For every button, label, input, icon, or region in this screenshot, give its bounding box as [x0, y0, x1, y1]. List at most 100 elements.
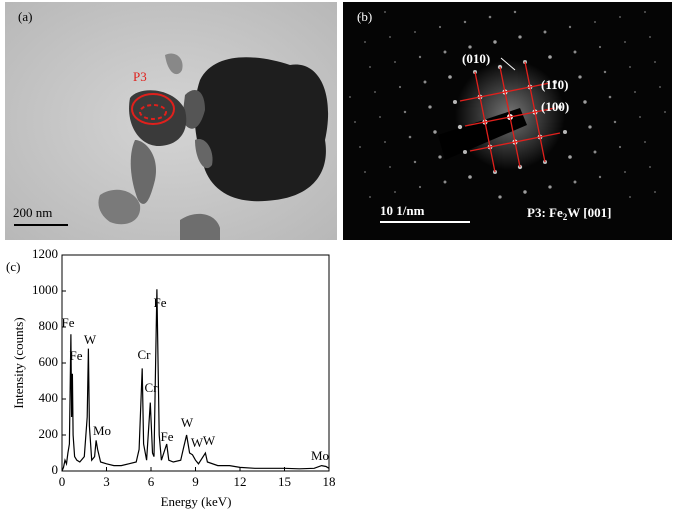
scale-bar-label: 200 nm [13, 205, 52, 220]
diffraction-spot [644, 141, 646, 143]
diffraction-pattern [343, 2, 672, 240]
peak-label: Fe [70, 348, 83, 363]
diffraction-spot [457, 124, 463, 130]
diffraction-spot [659, 86, 661, 88]
x-tick-label: 18 [323, 474, 336, 489]
x-tick-label: 3 [103, 474, 110, 489]
diffraction-spot [359, 16, 361, 18]
diffraction-spot [562, 129, 568, 135]
diffraction-spot [548, 185, 552, 189]
diffraction-spot [518, 35, 522, 39]
diffraction-spot [374, 91, 376, 93]
peak-label: Fe [154, 295, 167, 310]
peak-label: Mo [93, 423, 111, 438]
diffraction-spot [423, 80, 427, 84]
diffraction-spot [593, 150, 597, 154]
diffraction-spot [624, 171, 626, 173]
diffraction-spot [369, 66, 371, 68]
peak-label: Cr [145, 380, 159, 395]
diffraction-spot [634, 91, 636, 93]
diffraction-spot [394, 191, 396, 193]
y-tick-label: 0 [52, 462, 59, 477]
diffraction-spot [398, 85, 402, 89]
lattice-line [469, 132, 561, 152]
diffraction-spot [583, 100, 587, 104]
panel-label: (b) [357, 9, 372, 24]
y-tick-label: 600 [39, 354, 59, 369]
diffraction-spot [629, 66, 631, 68]
spectrum-line [61, 289, 330, 472]
diffraction-spot [468, 175, 472, 179]
zone-label: (010) [462, 51, 490, 66]
zone-label: (100) [541, 99, 569, 114]
diffraction-spot [468, 45, 472, 49]
diffraction-spot [548, 55, 552, 59]
y-axis-label: Intensity (counts) [11, 317, 26, 408]
diffraction-spot [649, 166, 651, 168]
diffraction-spot [654, 61, 656, 63]
phase-text: W [001] [567, 205, 611, 220]
panel-label: (a) [18, 9, 32, 24]
lattice-line [464, 107, 556, 127]
phase-label: P3: Fe2W [001] [527, 205, 611, 222]
diffraction-spot [649, 36, 651, 38]
diffraction-spot [594, 21, 596, 23]
zone-label: (110) [541, 77, 568, 92]
peak-label: W [84, 332, 97, 347]
diffraction-spot [618, 145, 622, 149]
particle-label: P3 [133, 69, 147, 84]
lattice-line [459, 82, 551, 102]
diffraction-spot [578, 75, 582, 79]
panel-label: (c) [6, 259, 20, 274]
diffraction-spot [603, 70, 607, 74]
diffraction-spot [639, 116, 641, 118]
scale-bar-label: 10 1/nm [380, 203, 425, 218]
peak-label: W [181, 415, 194, 430]
diffraction-spot [629, 196, 631, 198]
diffraction-spot [624, 41, 626, 43]
diffraction-spot [488, 15, 492, 19]
diffraction-spot [418, 55, 422, 59]
x-tick-label: 0 [59, 474, 66, 489]
diffraction-spot [364, 171, 366, 173]
diffraction-spot [418, 185, 422, 189]
diffraction-spot [462, 149, 468, 155]
diffraction-spot [568, 25, 572, 29]
diffraction-spot [389, 36, 391, 38]
diffraction-spot [448, 75, 452, 79]
x-axis-label: Energy (keV) [161, 494, 232, 509]
diffraction-spot [413, 160, 417, 164]
y-tick-label: 400 [39, 390, 59, 405]
diffraction-spot [414, 31, 416, 33]
diffraction-spot [588, 125, 592, 129]
diffraction-spot [598, 45, 602, 49]
peak-label: Cr [138, 347, 152, 362]
diffraction-spot [349, 96, 351, 98]
diffraction-spot [438, 25, 442, 29]
diffraction-spot [568, 155, 572, 159]
diffraction-spot [443, 50, 447, 54]
y-tick-label: 1200 [32, 246, 58, 261]
peak-label: Mo [311, 448, 329, 463]
y-tick-label: 800 [39, 318, 59, 333]
diffraction-spot [543, 30, 547, 34]
x-tick-label: 9 [192, 474, 199, 489]
diffraction-spot [389, 166, 391, 168]
y-tick-label: 200 [39, 426, 59, 441]
diffraction-spot [644, 11, 646, 13]
diffraction-spot [369, 196, 371, 198]
diffraction-spot [493, 40, 497, 44]
peak-label: Fe [62, 315, 75, 330]
diffraction-spot [513, 10, 517, 14]
diffraction-spot [613, 120, 617, 124]
diffraction-spot [498, 195, 502, 199]
phase-text: P3: Fe [527, 205, 563, 220]
diffraction-spot [379, 116, 381, 118]
diffraction-spot [433, 130, 437, 134]
diffraction-spot [384, 11, 386, 13]
diffraction-spot [557, 104, 563, 110]
diffraction-spot [654, 191, 656, 193]
diffraction-spot [443, 180, 447, 184]
diffraction-spot [384, 141, 386, 143]
